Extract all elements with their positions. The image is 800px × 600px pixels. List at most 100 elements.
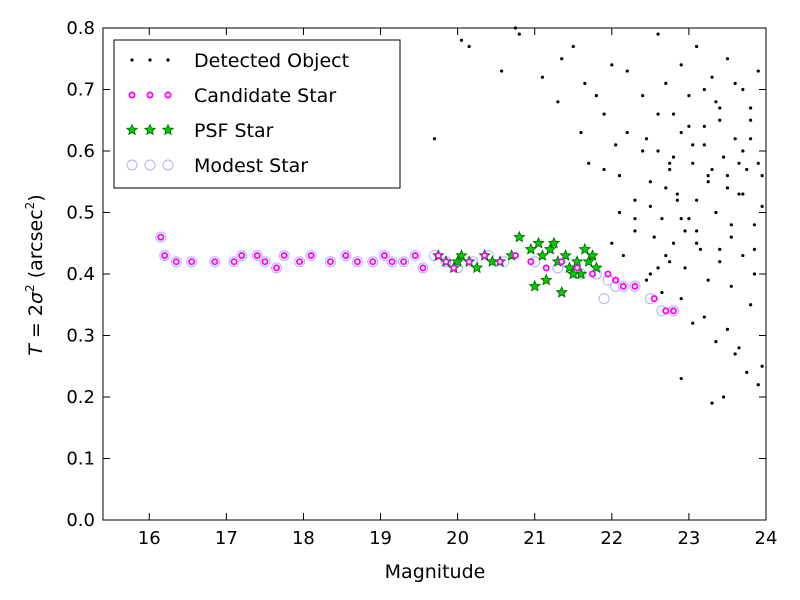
data-point [236,250,248,262]
y-tick-label: 0.5 [66,203,95,224]
data-point [745,370,749,374]
data-point [209,256,221,268]
data-point [729,235,733,239]
data-point [459,38,464,42]
data-point [610,63,614,67]
data-point [380,252,388,260]
data-point [556,100,560,104]
data-point [671,112,676,116]
data-point [695,198,699,202]
data-point [741,87,745,92]
legend: Detected Object Candidate Star PSF Star Mod… [113,39,401,189]
x-tick-label: 22 [600,528,623,549]
legend-marker [143,123,157,136]
data-point [679,217,683,221]
axes: 16 17 18 19 20 21 22 23 24 0.0 0.1 0.2 0.3 0.4 0.5 0.6 0… [66,18,777,549]
data-point [578,242,592,255]
data-point [710,167,714,172]
data-point [614,143,618,147]
data-point [326,258,334,266]
data-point [351,256,363,268]
data-point [718,118,722,122]
data-point [228,256,240,268]
data-point [470,261,484,274]
data-point [307,252,315,260]
data-point [633,229,637,233]
data-point [702,124,706,128]
data-point [756,161,760,165]
legend-entry: Modest Star [126,155,308,177]
data-point [669,307,677,315]
legend-marker [126,159,138,171]
data-point [748,137,753,141]
data-point [617,174,622,178]
legend-marker [164,91,172,99]
data-point [633,217,637,221]
data-point [650,295,658,303]
data-point [741,253,745,258]
data-point [155,231,167,243]
data-point [586,249,599,261]
data-point [617,210,622,215]
data-point [450,264,458,272]
data-point [687,94,691,98]
data-point [532,236,545,249]
data-point [517,32,521,36]
data-point [340,250,352,262]
data-point [411,252,419,260]
data-point [652,235,656,239]
data-point [261,258,269,266]
legend-marker [148,58,152,62]
data-point [467,44,471,49]
data-point [733,352,737,356]
data-point [760,204,764,208]
data-point [582,255,595,267]
data-point [602,167,606,172]
x-tick-label: 19 [369,528,392,549]
data-point [691,161,695,165]
data-point [725,57,730,61]
data-point [211,258,219,266]
data-point [417,262,429,274]
data-point [560,57,564,61]
data-point [664,81,668,85]
legend-box [113,39,401,189]
data-point [756,69,760,73]
data-point [752,247,757,251]
data-point [702,143,706,147]
data-point [617,280,629,292]
data-point [451,255,464,267]
data-point [610,241,614,245]
y-axis-label: T = 2σ2 (arcsec2) [23,194,47,355]
data-point [386,256,398,268]
data-point [432,137,437,141]
data-point [718,106,722,110]
x-tick-label: 20 [446,528,469,549]
data-point [625,69,629,73]
legend-label: PSF Star [194,120,274,142]
data-point [527,258,535,266]
data-point [760,364,764,368]
data-point [664,253,668,258]
data-point [442,258,450,266]
x-tick-label: 17 [215,528,238,549]
data-point [172,258,180,266]
data-point [367,256,379,268]
data-point [542,264,550,272]
data-point [737,192,741,196]
data-point [594,94,598,98]
data-point [714,210,718,215]
data-point [760,174,764,178]
data-point [558,258,566,266]
data-point [563,261,576,274]
data-point [687,217,691,221]
legend-marker [146,91,154,99]
data-point [733,137,737,141]
x-tick-label: 23 [677,528,700,549]
data-point [625,130,629,135]
data-point [378,250,390,262]
y-tick-label: 0.4 [66,264,95,285]
data-point [188,258,196,266]
data-point [604,270,612,278]
data-point [660,217,664,221]
